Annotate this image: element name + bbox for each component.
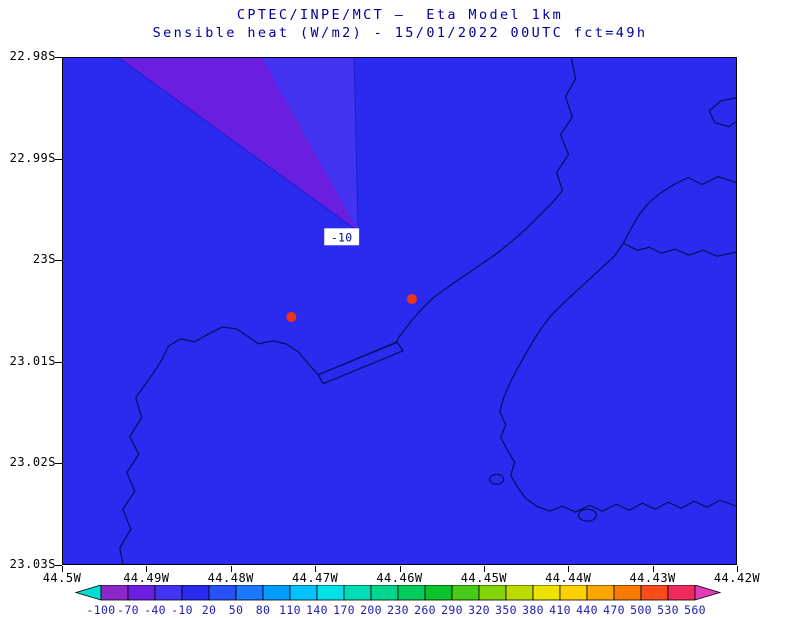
- colorbar-label: 170: [333, 603, 355, 617]
- mainland-coastline-path: [119, 58, 577, 564]
- colorbar-label: 350: [495, 603, 517, 617]
- map-canvas: -10: [118, 58, 736, 564]
- y-axis-tick: [55, 57, 62, 58]
- y-axis-label: 22.99S: [9, 150, 56, 165]
- y-axis-tick: [55, 565, 62, 566]
- x-axis-tick: [737, 566, 738, 572]
- small-islet-1: [489, 473, 505, 485]
- x-axis-tick: [399, 566, 401, 572]
- colorbar-canvas: -100 -70 -40 -10 20 50 80 110 140 170 200 230 260 290…: [74, 584, 722, 617]
- colorbar-label: 110: [279, 603, 301, 617]
- colorbar-label: 530: [657, 603, 679, 617]
- y-axis-label: 22.98S: [9, 49, 56, 63]
- colorbar-segment: [316, 584, 345, 601]
- x-axis-label: 44.47W: [291, 571, 339, 585]
- y-axis-label: 23.01S: [9, 353, 56, 368]
- station-dot-1: [286, 311, 297, 322]
- colorbar-label: -10: [171, 603, 193, 617]
- colorbar-segment: [424, 584, 453, 601]
- port-pier-outline: [317, 341, 404, 385]
- colorbar-segment: [640, 584, 669, 601]
- colorbar-segment: [478, 584, 507, 601]
- x-axis-tick: [230, 566, 232, 572]
- y-axis-tick: [55, 463, 62, 465]
- island-coastline-path: [499, 175, 736, 513]
- y-axis-tick: [55, 361, 62, 363]
- map-plot-area: -10: [62, 57, 737, 565]
- colorbar-segment: [289, 584, 318, 601]
- negative-region-blue-wedge: [262, 58, 359, 232]
- chart-title: CPTEC/INPE/MCT – Eta Model 1km: [236, 7, 564, 23]
- colorbar-label: 320: [468, 603, 490, 617]
- colorbar-label: -70: [117, 603, 139, 617]
- x-axis-tick: [483, 566, 485, 572]
- colorbar-arrow-right: [694, 584, 722, 601]
- colorbar-segment: [127, 584, 156, 601]
- colorbar-segment: [667, 584, 696, 601]
- colorbar-segment: [451, 584, 480, 601]
- colorbar-segment: [397, 584, 426, 601]
- x-axis-tick: [62, 566, 63, 572]
- colorbar-label: 200: [360, 603, 382, 617]
- y-axis-label: 23S: [32, 252, 56, 267]
- colorbar-segment: [181, 584, 210, 601]
- colorbar-label: 560: [684, 603, 706, 617]
- colorbar-label: -100: [87, 603, 116, 617]
- colorbar-segment: [208, 584, 237, 601]
- colorbar-label: 80: [256, 603, 270, 617]
- colorbar-segment: [613, 584, 642, 601]
- x-axis-tick: [652, 566, 654, 572]
- chart-subtitle: Sensible heat (W/m2) - 15/01/2022 00UTC …: [152, 25, 648, 41]
- colorbar: -100 -70 -40 -10 20 50 80 110 140 170 200 230 260 290…: [73, 584, 725, 618]
- contour-label-text: -10: [331, 230, 353, 244]
- colorbar-label: 290: [441, 603, 463, 617]
- x-axis-label: 44.48W: [207, 571, 254, 585]
- colorbar-segment: [235, 584, 264, 601]
- inner-bay-coastline-path: [623, 242, 736, 257]
- x-axis-label: 44.46W: [376, 571, 423, 585]
- colorbar-segment: [532, 584, 561, 601]
- x-axis-tick: [146, 566, 148, 572]
- colorbar-label: 20: [202, 603, 216, 617]
- colorbar-label: 410: [549, 603, 571, 617]
- x-axis-label: 44.43W: [629, 571, 676, 585]
- colorbar-segment: [505, 584, 534, 601]
- colorbar-label: 260: [414, 603, 436, 617]
- x-axis-label: 44.45W: [460, 571, 508, 585]
- colorbar-segment: [100, 584, 129, 601]
- y-axis-tick: [55, 260, 62, 262]
- colorbar-segment: [370, 584, 399, 601]
- colorbar-label: -40: [144, 603, 166, 617]
- small-islet-2: [577, 508, 598, 522]
- colorbar-label: 230: [387, 603, 409, 617]
- colorbar-segment: [343, 584, 372, 601]
- x-axis-tick: [568, 566, 570, 572]
- colorbar-arrow-left: [74, 584, 102, 601]
- northeast-islet-path: [708, 97, 736, 128]
- colorbar-label: 470: [603, 603, 625, 617]
- colorbar-label: 500: [630, 603, 652, 617]
- colorbar-label: 50: [229, 603, 243, 617]
- colorbar-label: 440: [576, 603, 598, 617]
- contour-label-box: [324, 228, 360, 246]
- x-axis-label: 44.5W: [42, 571, 82, 585]
- colorbar-segment: [154, 584, 183, 601]
- y-axis-tick: [55, 158, 62, 160]
- y-axis-label: 23.03S: [9, 557, 56, 571]
- colorbar-label: 140: [306, 603, 328, 617]
- colorbar-segment: [559, 584, 588, 601]
- x-axis-tick: [315, 566, 317, 572]
- station-dot-2: [406, 294, 417, 305]
- x-axis-label: 44.44W: [545, 571, 592, 585]
- x-axis-label: 44.42W: [713, 571, 761, 585]
- y-axis-label: 23.02S: [9, 455, 56, 470]
- colorbar-segment: [586, 584, 615, 601]
- x-axis-label: 44.49W: [123, 571, 170, 585]
- colorbar-segment: [262, 584, 291, 601]
- colorbar-label: 380: [522, 603, 544, 617]
